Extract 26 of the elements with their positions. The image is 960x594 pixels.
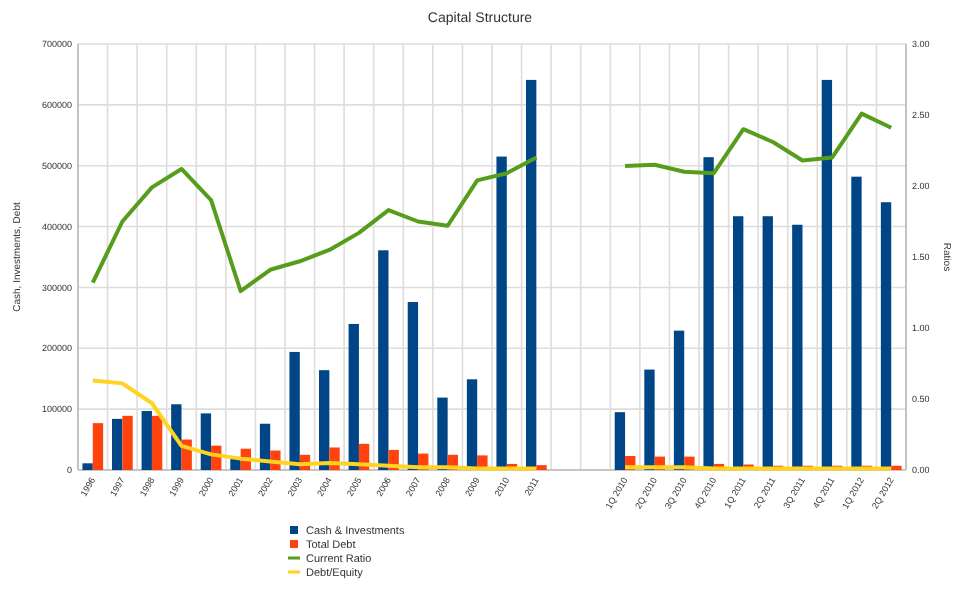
bar [496,156,507,470]
bar [348,323,359,470]
bar [880,202,892,470]
bar [762,216,773,470]
bar [851,176,862,470]
bar [92,423,104,470]
bar [122,415,133,470]
bar [614,412,626,470]
bar [319,370,330,470]
bar [644,369,655,470]
bar [200,413,212,470]
bar [792,224,803,470]
bar [82,463,93,470]
bar [407,302,419,470]
bar [112,418,123,470]
bar [526,79,537,470]
bar [141,410,152,470]
bar [673,330,685,470]
bar [466,379,478,470]
bar [703,157,714,470]
bar [821,79,833,470]
bar [378,250,389,470]
bar [151,415,163,470]
bar [437,397,448,470]
bar [733,216,744,470]
bar [289,351,300,470]
